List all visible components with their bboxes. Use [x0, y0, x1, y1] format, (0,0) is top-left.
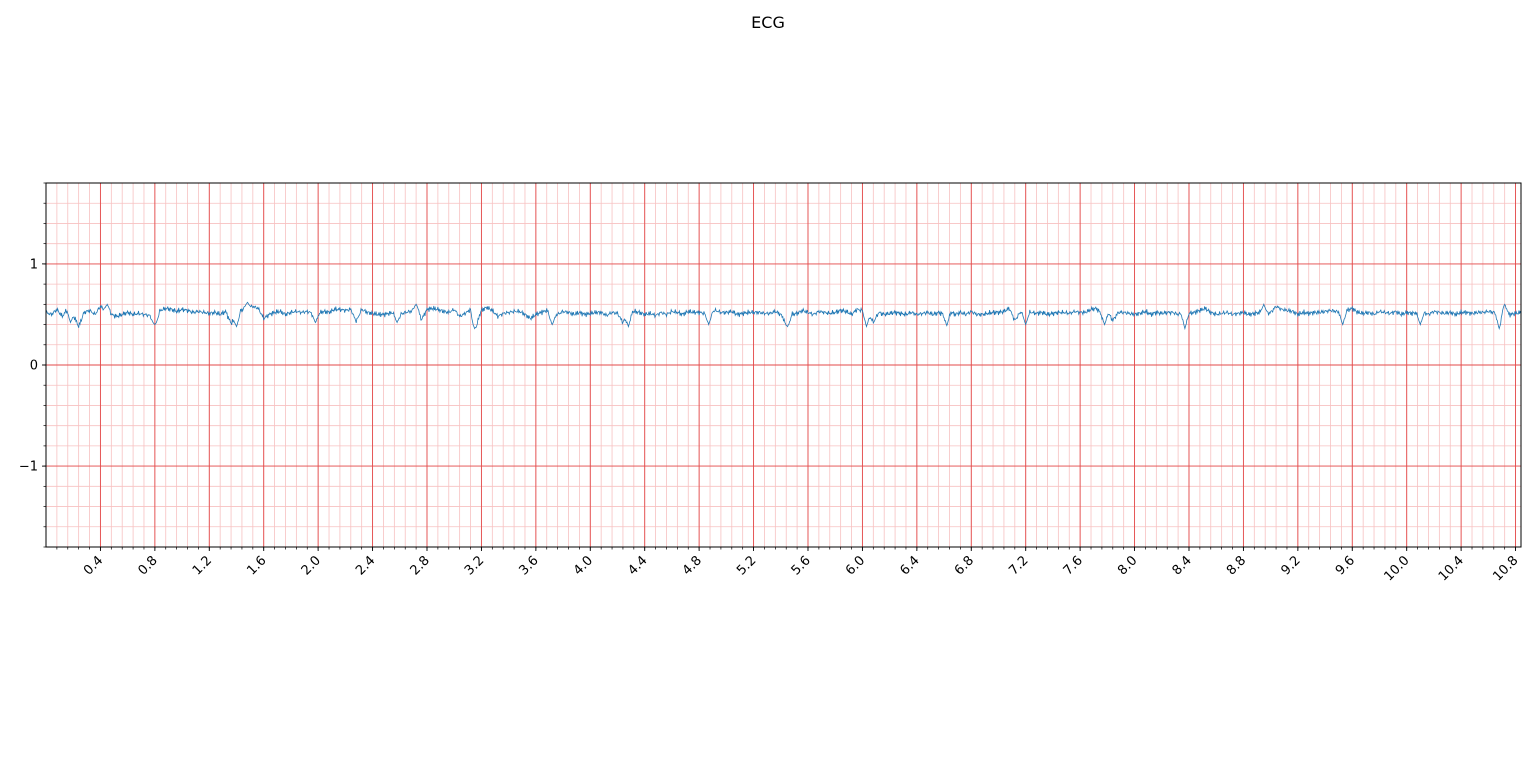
- x-tick-label: 2.0: [299, 553, 324, 578]
- x-tick-label: 10.8: [1490, 553, 1521, 584]
- y-tick-label: −1: [19, 460, 38, 475]
- x-tick-label: 8.0: [1115, 553, 1140, 578]
- x-tick-label: 2.8: [408, 553, 433, 578]
- x-tick-label: 8.8: [1224, 553, 1249, 578]
- x-tick-label: 10.4: [1436, 553, 1467, 584]
- x-tick-label: 6.4: [897, 553, 922, 578]
- x-tick-label: 1.6: [244, 553, 269, 578]
- x-tick-label: 3.6: [516, 553, 541, 578]
- x-tick-label: 10.0: [1381, 553, 1412, 584]
- series-layer: [45, 301, 1522, 331]
- y-tick-label: 1: [30, 257, 38, 272]
- x-tick-label: 7.6: [1061, 553, 1086, 578]
- chart-title: ECG: [751, 13, 785, 32]
- x-tick-label: 6.8: [952, 553, 977, 578]
- x-tick-label: 4.8: [680, 553, 705, 578]
- x-tick-label: 6.0: [843, 553, 868, 578]
- x-tick-label: 5.2: [734, 553, 759, 578]
- y-tick-label: 0: [30, 359, 38, 374]
- x-tick-label: 4.0: [571, 553, 596, 578]
- y-axis: −1 0 1: [19, 182, 46, 548]
- ecg-trace: [45, 301, 1522, 331]
- x-tick-label: 1.2: [190, 553, 215, 578]
- x-tick-label: 3.2: [462, 553, 487, 578]
- x-tick-label: 9.2: [1278, 553, 1303, 578]
- x-tick-label: 0.8: [135, 553, 160, 578]
- x-tick-label: 8.4: [1170, 553, 1195, 578]
- x-tick-label: 2.4: [353, 553, 378, 578]
- x-tick-label: 7.2: [1006, 553, 1031, 578]
- x-tick-label: 0.4: [81, 553, 106, 578]
- x-axis: 0.4 0.8 1.2 1.6 2.0 2.4 2.8 3.2 3.6 4.0 4.4 4.8 5.2 5…: [56, 547, 1521, 584]
- x-tick-label: 4.4: [625, 553, 650, 578]
- x-tick-label: 5.6: [789, 553, 814, 578]
- major-grid: [46, 183, 1521, 547]
- x-tick-label: 9.6: [1333, 553, 1358, 578]
